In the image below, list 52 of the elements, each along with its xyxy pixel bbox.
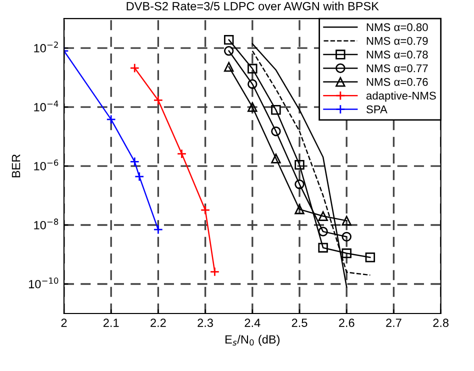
y-tick-label: 10$^{−8}$	[34, 218, 58, 230]
chart-title: DVB-S2 Rate=3/5 LDPC over AWGN with BPSK	[126, 2, 379, 10]
point	[224, 62, 234, 72]
point	[153, 224, 164, 234]
legend-label: NMS α=0.77	[366, 64, 428, 72]
x-tick-label: 2.5	[292, 318, 308, 328]
point	[294, 204, 304, 214]
point	[153, 95, 164, 106]
point	[134, 172, 144, 182]
legend-label: NMS α=0.80	[366, 23, 428, 32]
point	[224, 46, 234, 56]
x-tick-label: 2.8	[433, 318, 449, 328]
point	[342, 232, 352, 242]
point	[318, 211, 328, 221]
point	[318, 226, 328, 236]
x-tick-label: 2	[61, 318, 67, 327]
point	[318, 242, 328, 253]
legend-label: NMS α=0.78	[366, 50, 428, 59]
point	[248, 102, 258, 112]
point	[248, 64, 258, 74]
point	[271, 154, 281, 164]
point	[176, 148, 187, 159]
x-tick-label: 2.7	[386, 318, 402, 327]
x-tick-label: 2.1	[103, 318, 119, 327]
y-axis-title: BER	[12, 154, 20, 178]
point	[130, 63, 140, 73]
point	[130, 156, 140, 167]
point	[210, 266, 220, 277]
legend-label: NMS α=0.76	[366, 78, 428, 86]
y-tick-label: 10$^{−10}$	[28, 278, 58, 288]
point	[342, 216, 352, 226]
y-tick-label: 10$^{−2}$	[34, 42, 58, 52]
point	[294, 160, 304, 170]
point	[200, 205, 210, 215]
point	[271, 126, 281, 136]
legend-label: SPA	[366, 105, 388, 114]
point	[342, 248, 352, 258]
point	[271, 105, 281, 115]
x-tick-label: 2.3	[198, 318, 213, 328]
x-tick-label: 2.6	[339, 318, 354, 328]
y-tick-label: 10$^{−6}$	[34, 160, 58, 170]
x-tick-label: 2.2	[150, 318, 166, 327]
point	[365, 252, 376, 262]
point	[294, 179, 304, 190]
point	[106, 114, 116, 124]
y-tick-label: 10$^{−4}$	[34, 100, 58, 112]
legend-label: adaptive-NMS	[366, 91, 436, 102]
x-axis-title: E$_{s}$/N$_{0}$ (dB)	[226, 334, 280, 346]
x-tick-label: 2.4	[244, 318, 260, 327]
point	[248, 79, 258, 89]
point	[224, 34, 234, 45]
legend-label: NMS α=0.79	[366, 36, 428, 45]
